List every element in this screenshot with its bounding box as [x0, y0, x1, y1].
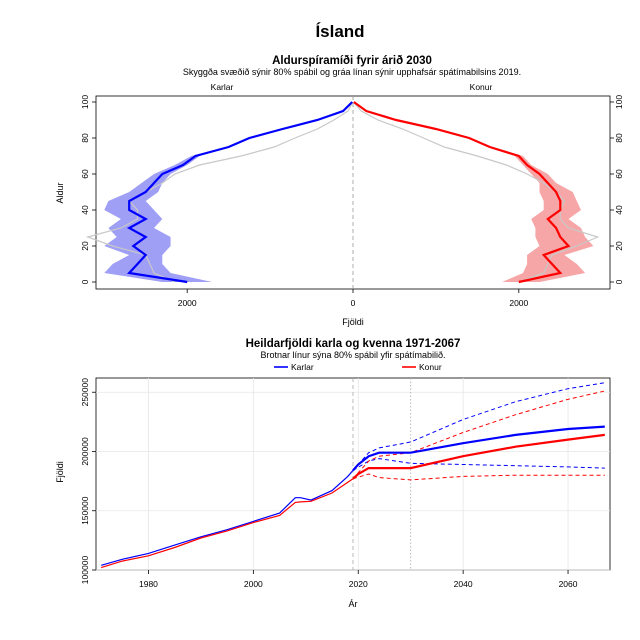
- pyramid-right-label: Konur: [470, 82, 493, 92]
- line-y-tick-label: 100000: [80, 556, 90, 585]
- pyramid-x-tick-label: 2000: [178, 298, 197, 308]
- legend-label-male: Karlar: [291, 362, 314, 372]
- pyramid-y-tick-label-left: 40: [80, 205, 90, 215]
- line-x-axis-label: Ár: [349, 599, 358, 609]
- line-series-forecast-male: [352, 425, 605, 472]
- line-series-history-female: [101, 478, 354, 569]
- line-x-tick-label: 2060: [559, 579, 578, 589]
- pyramid-y-tick-label-left: 80: [80, 133, 90, 143]
- pyramid-x-tick-label: 2000: [509, 298, 528, 308]
- line-chart-title: Heildarfjöldi karla og kvenna 1971-2067: [246, 338, 461, 350]
- line-series-forecast-female: [352, 433, 605, 480]
- pyramid-x-axis-label: Fjöldi: [342, 317, 364, 327]
- pyramid-y-tick-label-right: 20: [614, 241, 624, 251]
- line-y-tick-label: 250000: [80, 378, 90, 407]
- total-population-chart: Heildarfjöldi karla og kvenna 1971-2067 …: [55, 338, 611, 609]
- page-title: Ísland: [315, 22, 364, 41]
- pyramid-chart: Aldurspíramíði fyrir árið 2030 Skyggða s…: [55, 55, 624, 327]
- legend-label-female: Konur: [419, 362, 442, 372]
- pyramid-band-male: [104, 102, 353, 282]
- line-chart-subtitle: Brotnar línur sýna 80% spábil yfir spátí…: [260, 350, 445, 360]
- line-band-upper-female: [352, 390, 605, 480]
- line-band-upper-male: [352, 382, 605, 471]
- pyramid-subtitle: Skyggða svæðið sýnir 80% spábil og gráa …: [183, 67, 521, 77]
- pyramid-y-tick-label-left: 0: [80, 279, 90, 284]
- pyramid-y-tick-label-left: 60: [80, 169, 90, 179]
- pyramid-left-label: Karlar: [211, 82, 234, 92]
- pyramid-x-tick-label: 0: [351, 298, 356, 308]
- line-x-tick-label: 2020: [349, 579, 368, 589]
- line-x-tick-label: 2000: [244, 579, 263, 589]
- pyramid-band-female: [353, 102, 594, 282]
- pyramid-title: Aldurspíramíði fyrir árið 2030: [272, 55, 432, 67]
- line-y-axis-label: Fjöldi: [55, 461, 65, 483]
- pyramid-line-male: [126, 101, 353, 284]
- pyramid-line-female: [353, 101, 571, 284]
- pyramid-y-tick-label-right: 0: [614, 279, 624, 284]
- line-series-history-male: [101, 470, 354, 566]
- pyramid-y-tick-label-right: 100: [614, 95, 624, 109]
- pyramid-y-tick-label-right: 80: [614, 133, 624, 143]
- line-band-lower-male: [352, 458, 605, 471]
- pyramid-baseline-male: [85, 101, 354, 283]
- line-y-tick-label: 200000: [80, 437, 90, 466]
- pyramid-y-tick-label-right: 60: [614, 169, 624, 179]
- line-band-lower-female: [352, 473, 605, 481]
- pyramid-y-axis-label: Aldur: [55, 182, 65, 203]
- line-y-tick-label: 150000: [80, 496, 90, 525]
- pyramid-y-tick-label-right: 40: [614, 205, 624, 215]
- line-x-tick-label: 1980: [139, 579, 158, 589]
- legend: Karlar Konur: [274, 362, 442, 372]
- pyramid-y-tick-label-left: 20: [80, 241, 90, 251]
- pyramid-y-tick-label-left: 100: [80, 95, 90, 109]
- line-x-tick-label: 2040: [454, 579, 473, 589]
